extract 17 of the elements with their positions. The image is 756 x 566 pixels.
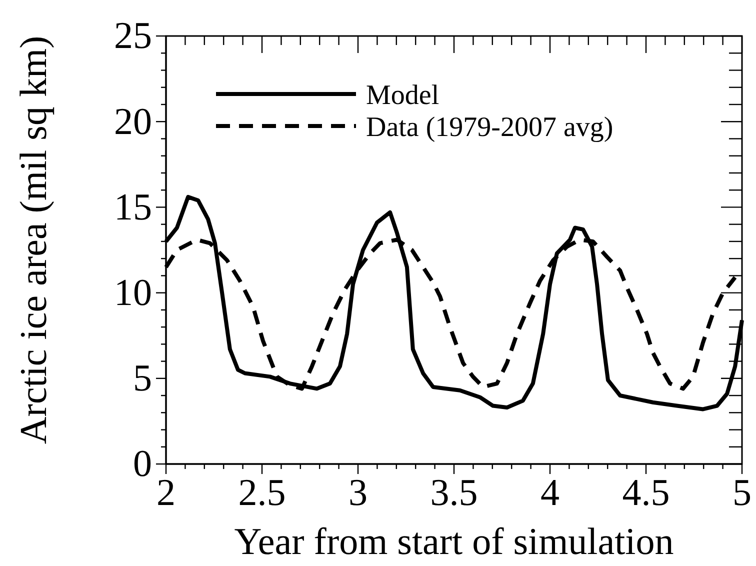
y-tick-label: 20 — [114, 100, 152, 143]
x-tick-label: 4.5 — [622, 472, 670, 514]
y-axis-title: Arctic ice area (mil sq km) — [13, 36, 55, 444]
y-tick-label: 25 — [114, 15, 152, 58]
x-tick-label: 3 — [348, 472, 368, 514]
x-tick-label: 5 — [732, 472, 752, 514]
x-tick-label: 4 — [540, 472, 560, 514]
legend-label: Data (1979-2007 avg) — [366, 112, 614, 143]
x-tick-label: 2.5 — [238, 472, 286, 514]
y-tick-label: 10 — [114, 272, 152, 314]
x-axis-title: Year from start of simulation — [234, 521, 674, 563]
y-tick-label: 5 — [133, 358, 152, 400]
legend-label: Model — [366, 80, 440, 111]
x-tick-label: 2 — [156, 472, 176, 514]
y-tick-label: 15 — [114, 186, 152, 228]
x-tick-label: 3.5 — [430, 472, 478, 514]
y-tick-label: 0 — [133, 443, 152, 486]
